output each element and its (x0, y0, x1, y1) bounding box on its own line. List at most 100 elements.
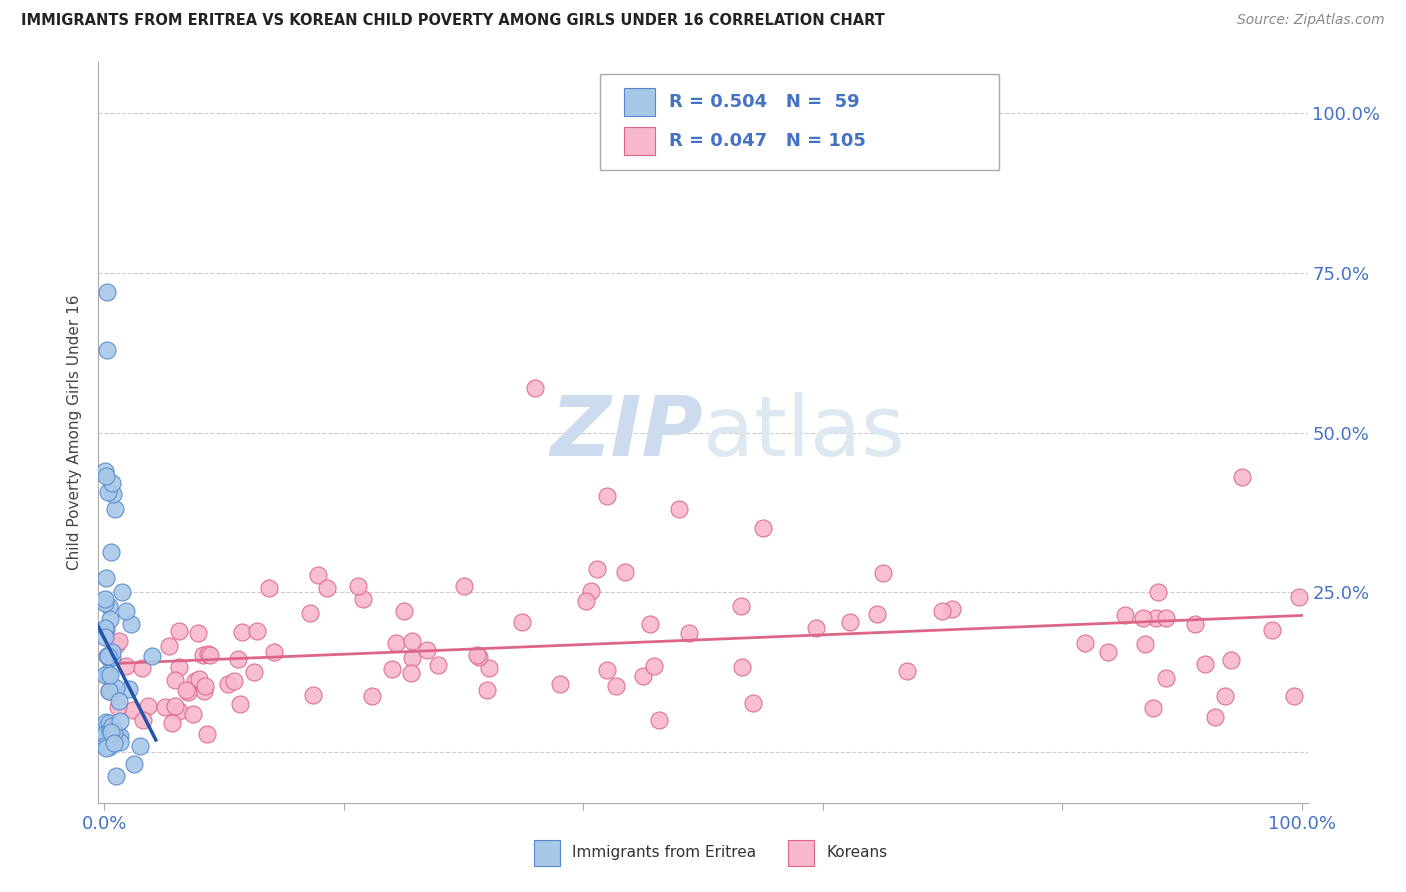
Point (730, 660, 752, 674)
Point (97, 683, 120, 698)
Point (132, 713, 155, 727)
Point (866, 607, 889, 622)
Point (1133, 636, 1156, 650)
Point (110, 729, 132, 743)
Point (104, 639, 127, 653)
Point (1132, 611, 1154, 625)
Point (96, 622, 118, 636)
Point (103, 726, 125, 740)
Point (157, 640, 180, 654)
Point (94, 715, 117, 730)
Point (1261, 623, 1284, 637)
Point (579, 584, 602, 599)
Point (1194, 657, 1216, 672)
Text: Koreans: Koreans (827, 846, 887, 860)
Point (668, 502, 690, 516)
Point (1074, 636, 1097, 650)
Point (96, 648, 118, 663)
Point (804, 621, 827, 635)
Point (94, 739, 117, 753)
Point (97, 739, 120, 754)
Text: ZIP: ZIP (550, 392, 703, 473)
Point (643, 659, 665, 673)
Point (416, 642, 439, 657)
Point (347, 579, 370, 593)
Point (111, 585, 134, 599)
Point (153, 700, 176, 714)
Point (184, 673, 207, 688)
Point (263, 645, 285, 659)
Point (120, 617, 142, 632)
Point (98, 715, 121, 730)
Point (97, 485, 120, 500)
Point (124, 757, 146, 772)
Point (94, 464, 117, 478)
Point (614, 565, 637, 579)
Point (548, 677, 571, 691)
Point (98, 723, 121, 737)
Point (105, 769, 128, 783)
Point (1288, 590, 1310, 604)
Point (94, 592, 117, 607)
Point (197, 647, 219, 661)
Point (399, 666, 422, 681)
Point (1142, 701, 1164, 715)
FancyBboxPatch shape (600, 73, 1000, 169)
Point (315, 582, 337, 596)
Point (475, 683, 498, 698)
Point (115, 659, 138, 673)
Bar (624, 88, 655, 117)
Point (101, 719, 124, 733)
Point (360, 689, 382, 703)
Point (101, 645, 124, 659)
Point (177, 684, 200, 698)
Point (100, 717, 122, 731)
Point (1147, 585, 1170, 599)
Point (191, 648, 214, 662)
Point (931, 604, 953, 618)
Point (181, 707, 204, 722)
Point (94, 469, 117, 483)
Point (167, 660, 190, 674)
Point (1204, 710, 1226, 724)
Point (401, 634, 423, 648)
Point (596, 663, 619, 677)
Point (605, 679, 627, 693)
Point (98, 668, 121, 682)
Point (638, 616, 661, 631)
Point (575, 593, 598, 607)
Point (101, 487, 124, 501)
Point (107, 694, 129, 708)
Point (307, 568, 329, 582)
Point (167, 704, 190, 718)
Point (1230, 470, 1253, 484)
Point (98, 612, 121, 626)
Point (103, 736, 125, 750)
Point (872, 566, 894, 580)
Point (101, 476, 124, 491)
Point (222, 674, 245, 689)
Point (167, 624, 190, 638)
Point (231, 624, 253, 639)
Point (1156, 611, 1178, 625)
Point (94, 667, 117, 681)
Point (100, 724, 122, 739)
Point (131, 661, 153, 675)
Point (198, 648, 221, 662)
Point (510, 615, 533, 629)
Point (478, 661, 501, 675)
Point (98, 647, 121, 661)
Point (108, 734, 131, 748)
Point (97, 665, 120, 680)
Point (1184, 617, 1206, 632)
Point (163, 699, 186, 714)
Point (752, 521, 775, 535)
Point (524, 381, 547, 395)
Point (165, 673, 187, 687)
Point (94, 621, 117, 635)
Point (585, 562, 607, 576)
Point (1097, 645, 1119, 659)
Point (187, 672, 209, 686)
Point (105, 728, 128, 742)
Text: Immigrants from Eritrea: Immigrants from Eritrea (572, 846, 756, 860)
